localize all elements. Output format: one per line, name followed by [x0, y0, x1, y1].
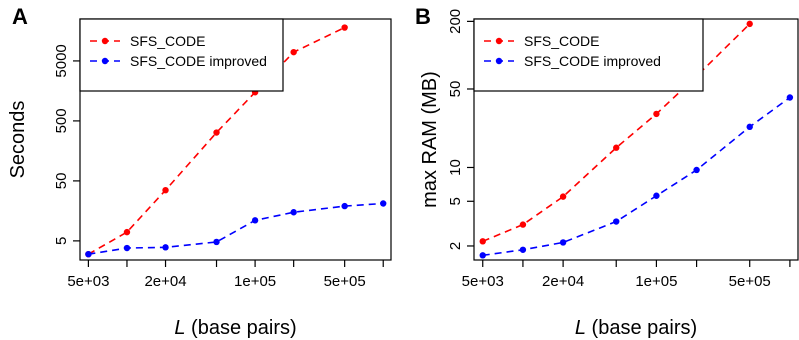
x-tick-label: 1e+05: [234, 273, 276, 290]
data-point: [746, 123, 753, 131]
data-point: [519, 246, 527, 253]
panel-letter: B: [415, 4, 431, 29]
y-tick-label: 500: [53, 108, 70, 133]
data-point: [613, 218, 620, 225]
data-point: [653, 192, 660, 199]
data-point: [380, 200, 387, 207]
y-tick-label: 50: [447, 81, 464, 98]
y-tick-label: 5: [447, 197, 464, 205]
y-tick-label: 5000: [53, 44, 70, 77]
legend: SFS_CODE SFS_CODE improved: [79, 18, 284, 92]
panel-b: B 5e+03 2e+04 1e+05 5e+05 2 5 10 50 200 L (base pa…: [415, 4, 799, 339]
data-point: [251, 217, 259, 224]
legend-marker: [495, 57, 503, 65]
x-tick-label: 5e+03: [67, 273, 109, 290]
x-axis-text: (base pairs): [185, 317, 296, 339]
legend-label: SFS_CODE improved: [130, 53, 267, 69]
data-point: [123, 244, 131, 252]
x-axis-symbol: L: [575, 317, 586, 339]
legend: SFS_CODE SFS_CODE improved: [473, 18, 704, 92]
data-point: [559, 193, 567, 200]
y-axis-title: Seconds: [7, 101, 29, 179]
x-tick-label: 5e+05: [729, 273, 771, 290]
data-point: [213, 129, 220, 136]
legend-label: SFS_CODE: [524, 33, 599, 49]
data-point: [613, 144, 620, 151]
data-point: [786, 94, 794, 101]
data-point: [479, 252, 486, 259]
data-point: [519, 221, 527, 228]
data-point: [341, 202, 348, 210]
data-point: [559, 239, 567, 246]
data-point: [162, 244, 169, 251]
legend-box: [79, 18, 284, 92]
legend-marker: [101, 57, 109, 65]
y-tick-label: 10: [447, 159, 464, 176]
y-tick-label: 50: [53, 173, 70, 190]
series-line: [88, 202, 384, 255]
data-point: [162, 186, 169, 194]
x-axis-symbol: L: [174, 317, 185, 339]
legend-marker: [101, 37, 109, 45]
data-point: [85, 250, 92, 258]
x-axis-title: L (base pairs): [575, 317, 697, 339]
data-point: [290, 209, 297, 216]
data-point: [653, 110, 660, 118]
panel-letter: A: [12, 4, 28, 29]
legend-marker: [495, 37, 503, 45]
y-tick-label: 2: [447, 242, 464, 250]
panel-a: A 5e+03 2e+04 1e+05 5e+05 5 50 500 5000 L (base p…: [7, 4, 392, 339]
legend-box: [473, 18, 704, 92]
y-tick-label: 200: [447, 9, 464, 34]
x-axis-text: (base pairs): [586, 317, 697, 339]
data-point: [693, 166, 700, 174]
series-sfs-code-improved: [479, 94, 794, 259]
data-point: [213, 238, 220, 246]
x-tick-label: 5e+05: [324, 273, 366, 290]
legend-label: SFS_CODE improved: [524, 53, 661, 69]
data-point: [746, 20, 753, 28]
x-axis-title: L (base pairs): [174, 317, 296, 339]
series-sfs-code-improved: [85, 200, 387, 258]
x-tick-label: 5e+03: [462, 273, 504, 290]
y-tick-label: 5: [53, 237, 70, 245]
data-point: [341, 24, 348, 31]
data-point: [479, 238, 486, 245]
x-tick-label: 1e+05: [635, 273, 677, 290]
data-point: [290, 48, 297, 56]
legend-label: SFS_CODE: [130, 33, 205, 49]
x-tick-label: 2e+04: [144, 273, 186, 290]
series-line: [482, 96, 791, 257]
y-axis-title: max RAM (MB): [419, 71, 441, 208]
x-tick-label: 2e+04: [542, 273, 584, 290]
data-point: [123, 228, 131, 236]
